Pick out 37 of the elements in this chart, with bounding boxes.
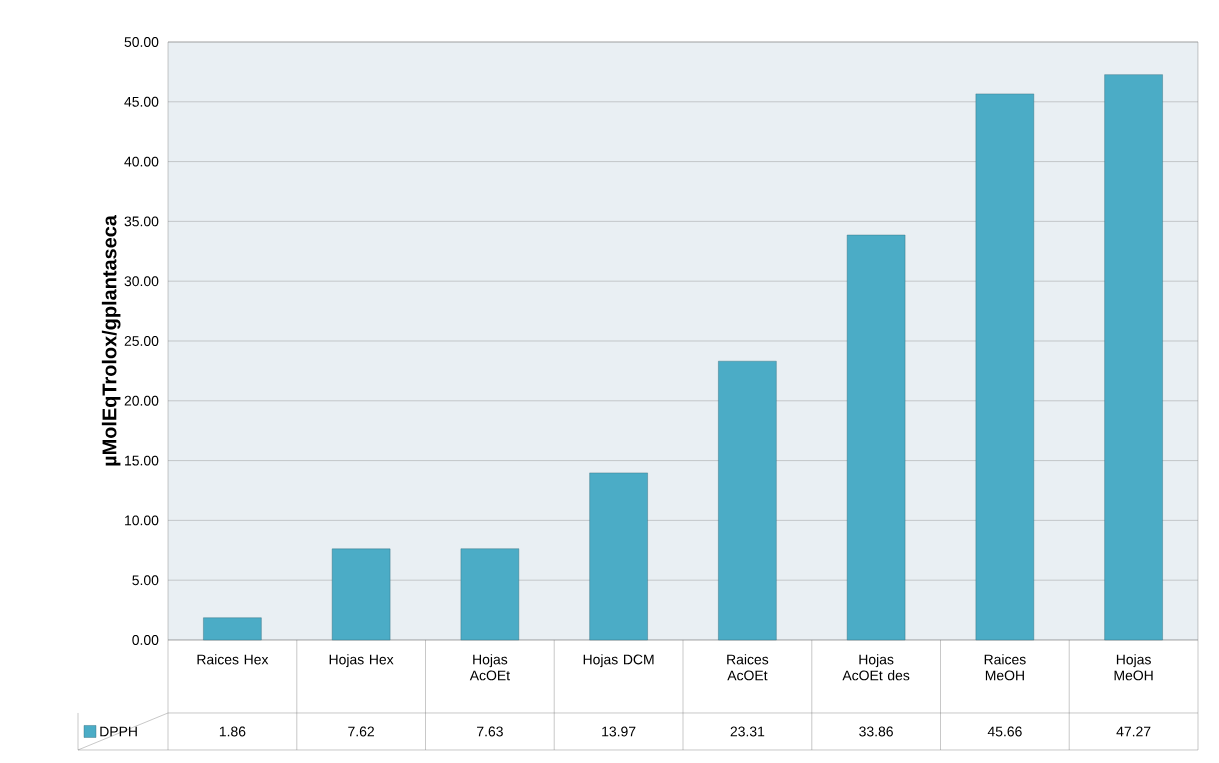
x-tick-label: Hojas AcOEt des xyxy=(842,654,910,681)
x-tick-label: Raices MeOH xyxy=(984,654,1026,681)
data-label: 23.31 xyxy=(730,726,765,737)
x-tick-label: Raices Hex xyxy=(197,654,269,665)
x-tick-label: Hojas AcOEt xyxy=(469,654,510,681)
y-axis-title: µMolEqTrolox/gplantaseca xyxy=(101,214,121,466)
x-tick-label: Hojas Hex xyxy=(329,654,394,668)
bar xyxy=(975,93,1035,641)
bar xyxy=(846,234,906,641)
data-label: 7.62 xyxy=(348,726,374,737)
data-label: 13.97 xyxy=(602,726,636,737)
y-tick-label: 5.00 xyxy=(132,575,159,586)
data-label: 47.27 xyxy=(1116,726,1151,737)
x-tick-label: Hojas MeOH xyxy=(1114,654,1153,681)
data-label: 33.86 xyxy=(859,726,893,737)
y-tick-label: 45.00 xyxy=(124,96,159,107)
data-label: 7.63 xyxy=(477,726,503,737)
x-tick-label: Raices AcOEt xyxy=(727,654,769,681)
bar xyxy=(203,617,262,641)
data-label: 1.86 xyxy=(219,726,246,737)
bar xyxy=(1104,74,1163,641)
bar xyxy=(589,472,648,641)
legend-label: DPPH xyxy=(100,726,137,737)
y-tick-label: 0.00 xyxy=(132,635,159,645)
bar xyxy=(331,548,391,641)
bar xyxy=(718,361,777,641)
y-tick-label: 30.00 xyxy=(124,276,159,287)
y-tick-label: 20.00 xyxy=(124,395,159,406)
y-tick-label: 40.00 xyxy=(124,156,159,167)
y-tick-label: 10.00 xyxy=(125,515,159,526)
x-tick-label: Hojas DCM xyxy=(583,654,654,668)
y-tick-label: 15.00 xyxy=(125,455,159,466)
y-tick-label: 25.00 xyxy=(124,336,159,346)
y-tick-label: 35.00 xyxy=(124,216,159,227)
bar xyxy=(460,548,520,641)
y-tick-label: 50.00 xyxy=(124,37,159,47)
data-label: 45.66 xyxy=(987,726,1022,737)
